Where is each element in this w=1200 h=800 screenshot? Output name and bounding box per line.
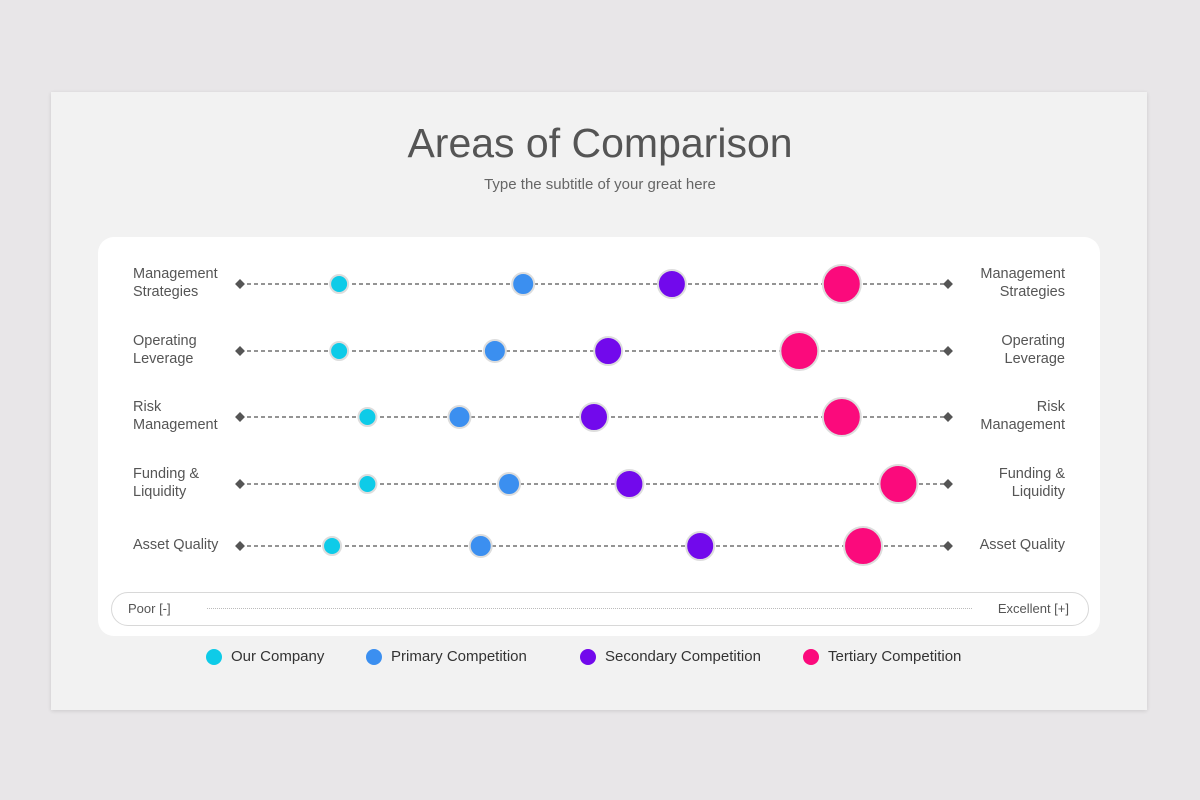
data-point-primary-competition bbox=[497, 472, 522, 496]
data-point-tertiary-competition bbox=[878, 464, 919, 504]
data-point-tertiary-competition bbox=[779, 331, 820, 371]
diamond-endpoint-icon bbox=[943, 346, 953, 356]
data-point-secondary-competition bbox=[685, 531, 716, 561]
page-subtitle: Type the subtitle of your great here bbox=[484, 176, 716, 193]
diamond-endpoint-icon bbox=[943, 479, 953, 489]
data-point-secondary-competition bbox=[593, 336, 624, 366]
data-point-secondary-competition bbox=[656, 269, 687, 299]
legend-label: Tertiary Competition bbox=[828, 648, 962, 665]
diamond-endpoint-icon bbox=[235, 346, 245, 356]
diamond-endpoint-icon bbox=[235, 479, 245, 489]
data-point-tertiary-competition bbox=[821, 397, 862, 437]
legend-label: Secondary Competition bbox=[605, 648, 761, 665]
data-point-primary-competition bbox=[447, 405, 472, 429]
scale-low-label: Poor [-] bbox=[128, 601, 171, 616]
diamond-endpoint-icon bbox=[235, 279, 245, 289]
legend-label: Primary Competition bbox=[391, 648, 527, 665]
data-point-primary-competition bbox=[468, 534, 493, 558]
data-point-secondary-competition bbox=[579, 402, 609, 432]
diamond-endpoint-icon bbox=[943, 279, 953, 289]
scale-high-label: Excellent [+] bbox=[997, 601, 1069, 616]
data-point-our-company bbox=[329, 274, 350, 294]
chart-card bbox=[98, 237, 1100, 636]
legend-swatch-icon bbox=[206, 648, 222, 665]
diamond-endpoint-icon bbox=[943, 412, 953, 422]
legend-item: Secondary Competition bbox=[580, 648, 761, 665]
left-category-label: Funding & Liquidity bbox=[133, 466, 200, 500]
left-category-label: Asset Quality bbox=[133, 537, 219, 553]
scale-bar bbox=[111, 592, 1089, 626]
legend-item: Tertiary Competition bbox=[803, 648, 961, 665]
left-category-label: Management Strategies bbox=[133, 266, 218, 300]
diamond-endpoint-icon bbox=[943, 541, 953, 551]
legend-swatch-icon bbox=[803, 648, 819, 665]
data-point-tertiary-competition bbox=[843, 526, 884, 566]
diamond-endpoint-icon bbox=[235, 541, 245, 551]
right-category-label: Operating Leverage bbox=[1001, 333, 1065, 367]
legend-item: Our Company bbox=[206, 648, 324, 665]
left-category-label: Risk Management bbox=[133, 399, 218, 433]
legend-swatch-icon bbox=[580, 648, 596, 665]
data-point-primary-competition bbox=[511, 272, 536, 296]
data-point-our-company bbox=[357, 407, 378, 427]
data-point-secondary-competition bbox=[614, 469, 645, 499]
data-point-our-company bbox=[322, 536, 343, 556]
right-category-label: Risk Management bbox=[980, 399, 1065, 433]
legend-item: Primary Competition bbox=[366, 648, 527, 665]
data-point-our-company bbox=[357, 474, 378, 494]
left-category-label: Operating Leverage bbox=[133, 333, 197, 367]
data-point-primary-competition bbox=[482, 339, 507, 363]
right-category-label: Asset Quality bbox=[979, 537, 1065, 553]
right-category-label: Funding & Liquidity bbox=[998, 466, 1065, 500]
data-point-tertiary-competition bbox=[821, 264, 862, 304]
right-category-label: Management Strategies bbox=[980, 266, 1065, 300]
data-point-our-company bbox=[329, 341, 350, 361]
diamond-endpoint-icon bbox=[235, 412, 245, 422]
legend-swatch-icon bbox=[366, 648, 382, 665]
page-title: Areas of Comparison bbox=[407, 120, 793, 166]
legend-label: Our Company bbox=[231, 648, 325, 665]
scale-line bbox=[207, 608, 972, 609]
